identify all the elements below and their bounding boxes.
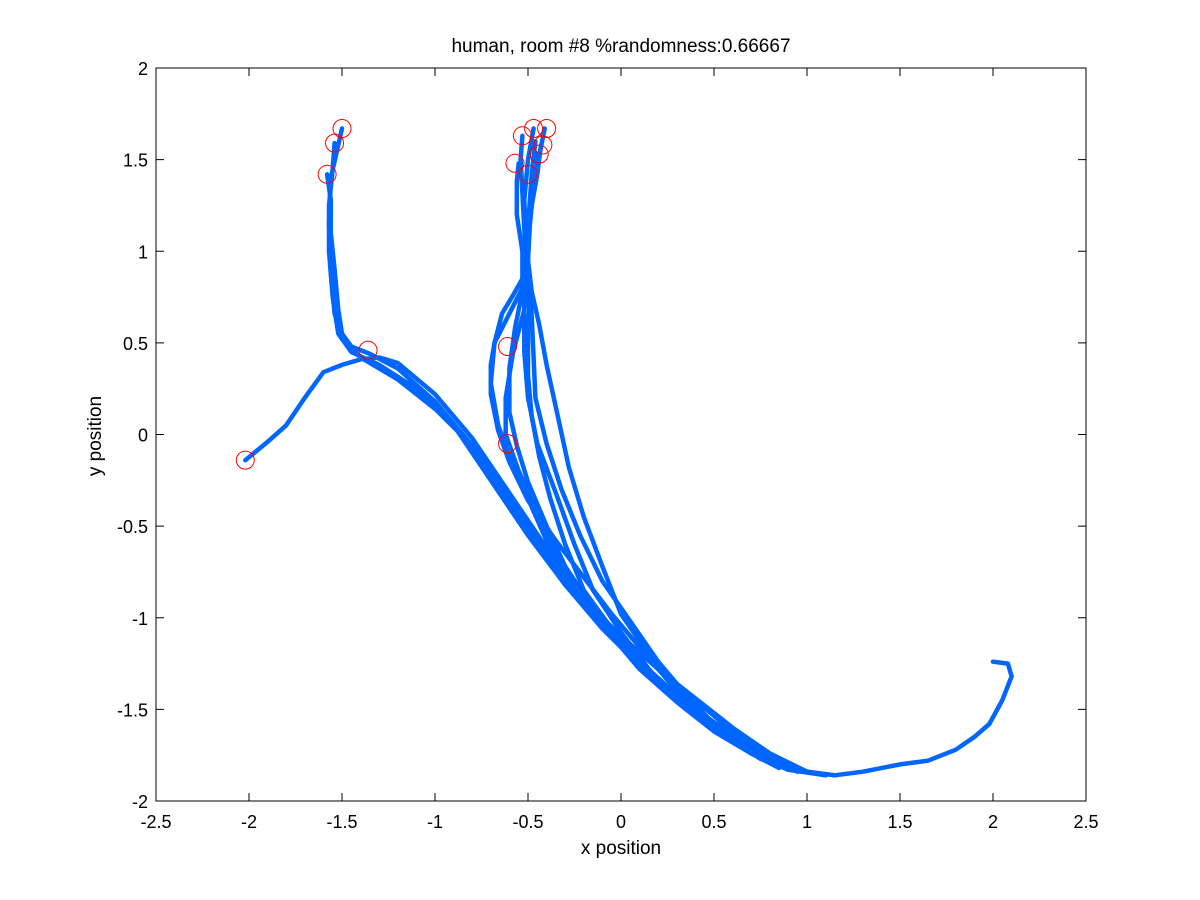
x-tick-label: 1 [802, 812, 812, 832]
start-marker [498, 434, 518, 454]
y-tick-label: 2 [138, 59, 148, 79]
x-tick-label: -1.5 [326, 812, 357, 832]
start-marker [518, 164, 538, 184]
x-tick-label: -2.5 [140, 812, 171, 832]
y-tick-label: -1 [132, 609, 148, 629]
x-tick-label: 1.5 [887, 812, 912, 832]
start-marker [235, 450, 255, 470]
start-marker [505, 153, 525, 173]
x-tick-label: 0 [616, 812, 626, 832]
axis-ticks: -2.5 -2 -1.5 -1 -0.5 0 0.5 1 1.5 2 2.5-2-1.5-1-0.5… [117, 59, 1099, 832]
start-marker [325, 133, 345, 153]
start-marker [524, 118, 544, 138]
x-tick-label: -0.5 [512, 812, 543, 832]
start-marker [512, 126, 532, 146]
x-tick-label: 2 [988, 812, 998, 832]
chart-title: human, room #8 %randomness:0.66667 [451, 36, 790, 57]
y-tick-label: 0 [138, 426, 148, 446]
start-marker [317, 164, 337, 184]
y-tick-label: 0.5 [123, 334, 148, 354]
start-marker [529, 144, 549, 164]
x-tick-label: 0.5 [701, 812, 726, 832]
start-marker [533, 135, 553, 155]
x-tick-label: -2 [241, 812, 257, 832]
start-marker [358, 340, 378, 360]
start-markers [235, 118, 557, 470]
start-marker [498, 337, 518, 357]
plot-area [155, 67, 1087, 802]
start-marker [537, 118, 557, 138]
x-tick-label: -1 [427, 812, 443, 832]
y-axis-label: y position [85, 396, 106, 476]
y-tick-label: 1.5 [123, 151, 148, 171]
y-tick-label: -1.5 [117, 700, 148, 720]
x-axis-label: x position [581, 838, 661, 859]
x-tick-label: 2.5 [1073, 812, 1098, 832]
trajectory-lines [243, 126, 1014, 778]
y-tick-label: -0.5 [117, 517, 148, 537]
trajectory-line [488, 276, 782, 771]
y-tick-label: -2 [132, 792, 148, 812]
y-tick-label: 1 [138, 242, 148, 262]
